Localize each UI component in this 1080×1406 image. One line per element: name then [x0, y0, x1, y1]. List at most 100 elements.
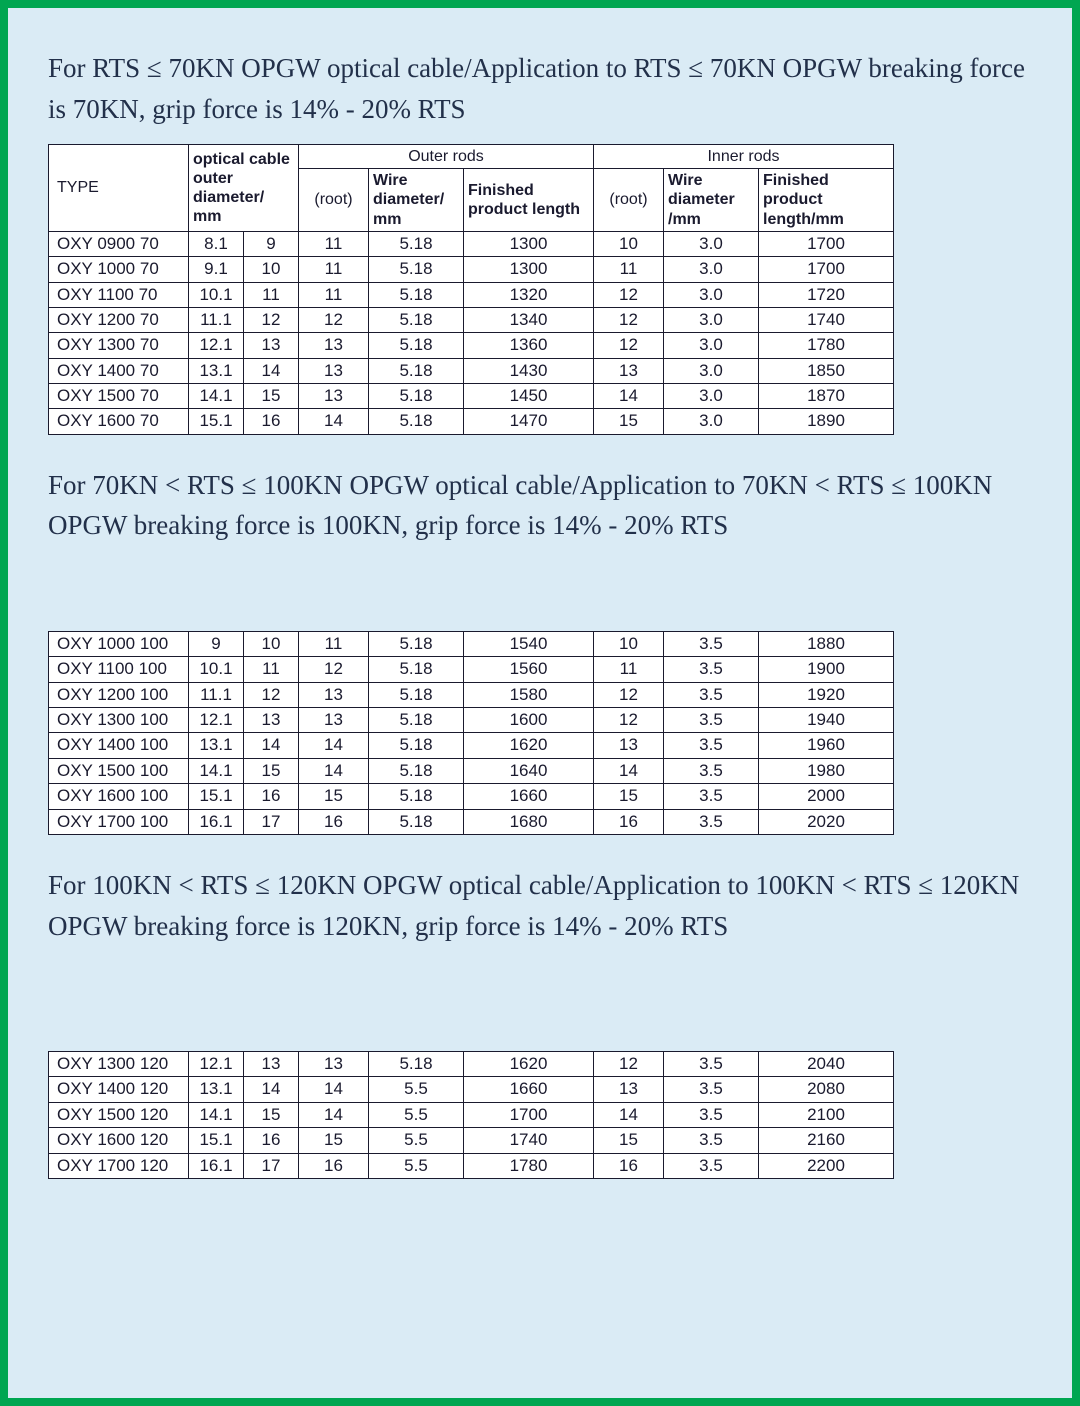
table-cell: 16: [244, 784, 299, 809]
hdr-inner-rods: Inner rods: [594, 145, 894, 169]
table-cell: 12: [299, 307, 369, 332]
table-cell: 1740: [464, 1128, 594, 1153]
table-cell: 1320: [464, 282, 594, 307]
table-cell: OXY 1400 70: [49, 358, 189, 383]
table-cell: 13: [299, 333, 369, 358]
table-cell: 1980: [759, 758, 894, 783]
table-cell: 13: [299, 682, 369, 707]
table-cell: 13: [594, 358, 664, 383]
table-cell: 8.1: [189, 231, 244, 256]
table-cell: 11: [299, 282, 369, 307]
table-cell: 14: [299, 409, 369, 434]
table-cell: OXY 1400 120: [49, 1077, 189, 1102]
hdr-outer-rods: Outer rods: [299, 145, 594, 169]
table-cell: 1660: [464, 784, 594, 809]
table-cell: 5.5: [369, 1077, 464, 1102]
table-cell: 14: [594, 758, 664, 783]
table-row: OXY 1200 10011.112135.181580123.51920: [49, 682, 894, 707]
table-cell: 10.1: [189, 657, 244, 682]
table-cell: 1430: [464, 358, 594, 383]
table-cell: 1920: [759, 682, 894, 707]
hdr-outer-root: (root): [299, 169, 369, 232]
table-cell: 5.18: [369, 809, 464, 834]
section-title-70kn: For RTS ≤ 70KN OPGW optical cable/Applic…: [48, 48, 1032, 129]
table-cell: 13: [594, 1077, 664, 1102]
table-cell: OXY 1000 100: [49, 631, 189, 656]
table-cell: 2100: [759, 1102, 894, 1127]
table-cell: 1960: [759, 733, 894, 758]
table-header: TYPE optical cable outer diameter/ mm Ou…: [49, 145, 894, 232]
table-cell: 5.18: [369, 257, 464, 282]
table-cell: 13.1: [189, 1077, 244, 1102]
table-cell: 5.5: [369, 1128, 464, 1153]
table-cell: 16: [299, 809, 369, 834]
table-cell: 12: [594, 1052, 664, 1077]
table-cell: 14: [299, 1077, 369, 1102]
table-cell: 16: [594, 1153, 664, 1178]
table-cell: 3.5: [664, 1052, 759, 1077]
table-cell: 3.0: [664, 384, 759, 409]
table-cell: 9.1: [189, 257, 244, 282]
table-cell: OXY 1600 100: [49, 784, 189, 809]
table-cell: 13: [299, 708, 369, 733]
table-cell: OXY 1300 120: [49, 1052, 189, 1077]
table-cell: 13: [594, 733, 664, 758]
table-row: OXY 1100 10010.111125.181560113.51900: [49, 657, 894, 682]
table-body-70kn: OXY 0900 708.19115.181300103.01700OXY 10…: [49, 231, 894, 434]
table-cell: 1660: [464, 1077, 594, 1102]
table-cell: 1300: [464, 257, 594, 282]
table-cell: 14.1: [189, 1102, 244, 1127]
table-cell: 5.18: [369, 708, 464, 733]
table-cell: 5.18: [369, 333, 464, 358]
table-cell: 1700: [759, 231, 894, 256]
table-cell: 15: [244, 758, 299, 783]
table-cell: OXY 0900 70: [49, 231, 189, 256]
table-cell: 5.18: [369, 231, 464, 256]
hdr-type: TYPE: [49, 145, 189, 232]
table-cell: 14: [244, 1077, 299, 1102]
table-row: OXY 1200 7011.112125.181340123.01740: [49, 307, 894, 332]
table-cell: 13: [244, 708, 299, 733]
table-cell: 3.5: [664, 708, 759, 733]
table-row: OXY 1100 7010.111115.181320123.01720: [49, 282, 894, 307]
table-cell: 15: [299, 1128, 369, 1153]
table-cell: 1880: [759, 631, 894, 656]
table-cell: 11: [594, 657, 664, 682]
hdr-outer-finlen: Finished product length: [464, 169, 594, 232]
table-cell: 12: [594, 682, 664, 707]
table-row: OXY 0900 708.19115.181300103.01700: [49, 231, 894, 256]
table-cell: 12: [594, 282, 664, 307]
table-cell: 5.18: [369, 733, 464, 758]
table-cell: 12: [244, 682, 299, 707]
table-cell: 1640: [464, 758, 594, 783]
table-cell: 1620: [464, 1052, 594, 1077]
table-cell: 16.1: [189, 1153, 244, 1178]
table-cell: 2040: [759, 1052, 894, 1077]
table-cell: 15.1: [189, 409, 244, 434]
table-cell: 14: [594, 1102, 664, 1127]
hdr-optical-diam: optical cable outer diameter/ mm: [189, 145, 299, 232]
table-cell: 14: [299, 758, 369, 783]
table-cell: 16: [299, 1153, 369, 1178]
table-cell: 13: [244, 1052, 299, 1077]
table-cell: 1890: [759, 409, 894, 434]
table-row: OXY 1400 10013.114145.181620133.51960: [49, 733, 894, 758]
table-cell: 1780: [464, 1153, 594, 1178]
table-cell: 15: [594, 1128, 664, 1153]
table-cell: 5.18: [369, 631, 464, 656]
table-cell: 11: [594, 257, 664, 282]
table-cell: 14: [299, 733, 369, 758]
table-row: OXY 1600 10015.116155.181660153.52000: [49, 784, 894, 809]
table-row: OXY 1500 10014.115145.181640143.51980: [49, 758, 894, 783]
table-cell: 2160: [759, 1128, 894, 1153]
table-cell: 15: [299, 784, 369, 809]
table-cell: 12: [594, 708, 664, 733]
table-cell: 11: [299, 257, 369, 282]
table-cell: 1470: [464, 409, 594, 434]
table-row: OXY 1600 7015.116145.181470153.01890: [49, 409, 894, 434]
table-cell: 16: [594, 809, 664, 834]
table-cell: OXY 1600 120: [49, 1128, 189, 1153]
table-cell: 13: [299, 384, 369, 409]
table-cell: 1940: [759, 708, 894, 733]
table-cell: 3.5: [664, 657, 759, 682]
